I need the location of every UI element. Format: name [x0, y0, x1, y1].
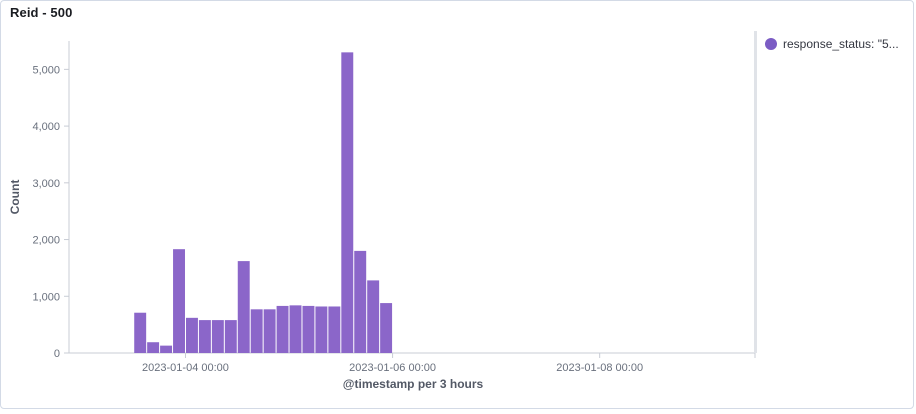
bar[interactable]: [147, 342, 160, 353]
bar[interactable]: [328, 306, 341, 353]
x-tick-label: 2023-01-04 00:00: [142, 362, 229, 374]
x-axis-title: @timestamp per 3 hours: [343, 377, 484, 391]
panel-title: Reid - 500: [10, 5, 73, 20]
bar[interactable]: [276, 305, 289, 353]
chart-legend: response_status: "5...: [754, 31, 899, 353]
y-tick-label: 1,000: [32, 291, 60, 303]
bar[interactable]: [173, 249, 185, 353]
y-tick-label: 2,000: [32, 235, 60, 247]
bar[interactable]: [263, 309, 276, 353]
bar[interactable]: [367, 280, 380, 353]
bar[interactable]: [160, 345, 173, 353]
legend-label: response_status: "5...: [783, 37, 899, 51]
legend-item[interactable]: response_status: "5...: [765, 37, 899, 51]
y-axis: 0 1,000 2,000 3,000 4,000 5,000: [32, 41, 70, 360]
y-axis-title: Count: [8, 180, 22, 215]
bar-series[interactable]: [134, 52, 393, 353]
bar[interactable]: [198, 320, 211, 353]
legend-dot-icon: [765, 38, 777, 50]
x-tick-label: 2023-01-08 00:00: [556, 362, 643, 374]
bar[interactable]: [289, 305, 302, 353]
bar[interactable]: [224, 320, 237, 353]
bar[interactable]: [185, 317, 198, 353]
bar[interactable]: [341, 52, 354, 353]
x-axis: 2023-01-04 00:00 2023-01-06 00:00 2023-01-…: [69, 352, 756, 374]
x-tick-label: 2023-01-06 00:00: [349, 362, 436, 374]
y-tick-label: 3,000: [32, 178, 60, 190]
bar[interactable]: [237, 261, 250, 353]
bar[interactable]: [315, 306, 328, 353]
y-tick-label: 4,000: [32, 121, 60, 133]
bar[interactable]: [250, 309, 263, 353]
bar[interactable]: [302, 305, 315, 353]
bar[interactable]: [380, 303, 393, 353]
bar[interactable]: [211, 320, 224, 353]
bar[interactable]: [354, 250, 367, 353]
y-tick-label: 5,000: [32, 64, 60, 76]
y-tick-label: 0: [54, 348, 60, 360]
bar[interactable]: [134, 312, 147, 353]
